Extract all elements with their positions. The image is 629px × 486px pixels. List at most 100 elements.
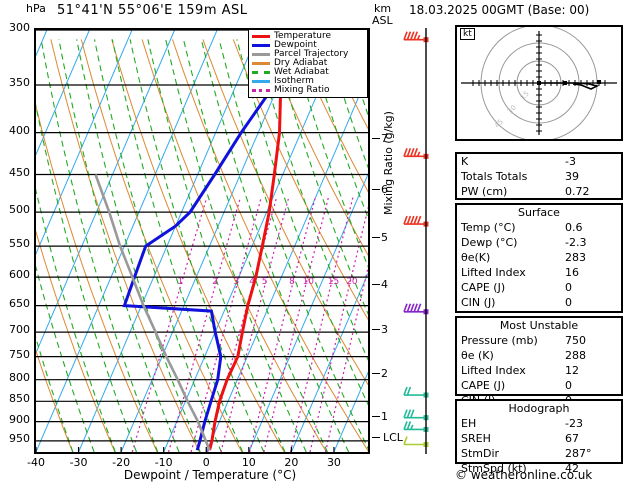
table-row: Temp (°C) 0.6: [457, 220, 621, 235]
wet-adiabat-line: [111, 39, 244, 452]
table-row: EH -23: [457, 416, 621, 431]
series-parcel-trajectory-line: [94, 174, 211, 451]
table-value: 16: [565, 266, 579, 279]
isotherm-line: [120, 30, 303, 452]
pressure-tick-650: 650: [9, 296, 30, 310]
most-unstable-table: Most Unstable Pressure (mb) 750 θe (K) 288 Li…: [455, 316, 623, 407]
temperature-tick--30: -30: [69, 456, 88, 469]
table-key: CAPE (J): [461, 281, 506, 294]
table-row: SREH 67: [457, 431, 621, 446]
pressure-tick-950: 950: [9, 431, 30, 445]
height-tick-7km: 7: [381, 132, 388, 146]
legend-item-dewpoint: Dewpoint: [252, 41, 364, 50]
series-dewpoint-line: [122, 30, 276, 451]
table-value: -3: [565, 155, 576, 168]
dry-adiabat-line: [50, 39, 201, 452]
table-value: 287°: [565, 447, 592, 460]
height-axis-unit-asl: ASL: [372, 14, 393, 27]
legend-swatch: [252, 62, 270, 65]
table-row: StmSpd (kt) 42: [457, 461, 621, 476]
wet-adiabat-line: [36, 265, 95, 452]
pressure-tick-850: 850: [9, 392, 30, 406]
lcl-tick-mark: [372, 436, 380, 438]
wind-barb: [403, 303, 429, 315]
mixing-ratio-value-label: 4: [249, 277, 255, 287]
legend-label: Parcel Trajectory: [274, 49, 349, 59]
height-tick-6km: 6: [381, 182, 388, 196]
table-row: θe (K) 288: [457, 348, 621, 363]
legend-swatch: [252, 80, 270, 83]
xaxis-title: Dewpoint / Temperature (°C): [123, 468, 297, 482]
wind-barb: [403, 409, 429, 421]
table-row: StmDir 287°: [457, 446, 621, 461]
skewt-diagram[interactable]: 1 2 3 4 5 8 10 15 20: [34, 28, 370, 454]
table-value: 0.6: [565, 221, 583, 234]
wind-barb-canvas: [403, 28, 429, 454]
hodograph-ring-label-30: 30: [506, 104, 518, 116]
table-key: EH: [461, 417, 477, 430]
table-row: CAPE (J) 0: [457, 280, 621, 295]
legend-item-mixing-ratio: Mixing Ratio: [252, 86, 364, 95]
legend-item-temperature: Temperature: [252, 32, 364, 41]
legend-label: Dry Adiabat: [274, 58, 328, 68]
table-row: Lifted Index 16: [457, 265, 621, 280]
wind-barb: [403, 436, 429, 448]
legend-label: Dewpoint: [274, 40, 317, 50]
isotherm-line: [205, 73, 368, 452]
table-value: 42: [565, 462, 579, 475]
height-tick-mark: [372, 329, 380, 331]
height-tick-mark: [372, 138, 380, 140]
table-key: Dewp (°C): [461, 236, 518, 249]
height-tick-mark: [372, 237, 380, 239]
table-key: PW (cm): [461, 185, 508, 198]
table-value: 39: [565, 170, 579, 183]
hodograph-stats-table: Hodograph EH -23 SREH 67 StmDir 287° StmSpd (kt…: [455, 399, 623, 475]
temperature-tick-20: 20: [284, 456, 299, 469]
isotherm-line: [290, 272, 368, 452]
table-key: θe(K): [461, 251, 491, 264]
legend-swatch: [252, 44, 270, 47]
table-row: Pressure (mb) 750: [457, 333, 621, 348]
height-tick-2km: 2: [381, 367, 388, 381]
table-key: K: [461, 155, 469, 168]
table-key: CAPE (J): [461, 379, 506, 392]
hodograph-point: [537, 81, 541, 85]
wet-adiabat-line: [129, 39, 265, 452]
table-key: Lifted Index: [461, 266, 526, 279]
temperature-tick-0: 0: [202, 456, 210, 469]
legend-item-wet-adiabat: Wet Adiabat: [252, 68, 364, 77]
copyright-notice: © weatheronline.co.uk: [455, 468, 593, 482]
table-value: 0.72: [565, 185, 590, 198]
table-row: Totals Totals 39: [457, 169, 621, 184]
height-tick-5km: 5: [381, 231, 388, 245]
mixing-ratio-line: [131, 197, 208, 452]
series-temperature-line: [208, 30, 283, 451]
hodograph-plot[interactable]: 15 30 45: [455, 24, 623, 142]
hodograph-unit-label: kt: [460, 28, 475, 40]
table-key: StmDir: [461, 447, 500, 460]
table-value: -23: [565, 417, 583, 430]
temperature-tick--10: -10: [154, 456, 173, 469]
wet-adiabat-line: [36, 336, 74, 452]
wet-adiabat-line: [307, 39, 368, 220]
dry-adiabat-line: [111, 39, 285, 452]
height-tick-mark: [372, 415, 380, 417]
table-value: 12: [565, 364, 579, 377]
isotherm-line: [36, 30, 90, 156]
height-tick-4km: 4: [381, 278, 388, 292]
pressure-tick-350: 350: [9, 75, 30, 89]
lcl-marker-label: LCL: [383, 430, 403, 444]
mixing-ratio-value-label: 5: [262, 277, 268, 287]
dry-adiabat-line: [202, 39, 368, 386]
dry-adiabat-line: [36, 349, 74, 452]
table-key: θe (K): [461, 349, 494, 362]
isotherm-line: [248, 173, 368, 452]
hodograph-stats-title: Hodograph: [508, 402, 570, 415]
isotherm-line: [36, 30, 133, 255]
table-row: K -3: [457, 154, 621, 169]
pressure-tick-450: 450: [9, 165, 30, 179]
table-value: -2.3: [565, 236, 587, 249]
pressure-tick-300: 300: [9, 21, 30, 34]
dry-adiabat-line: [36, 230, 116, 452]
